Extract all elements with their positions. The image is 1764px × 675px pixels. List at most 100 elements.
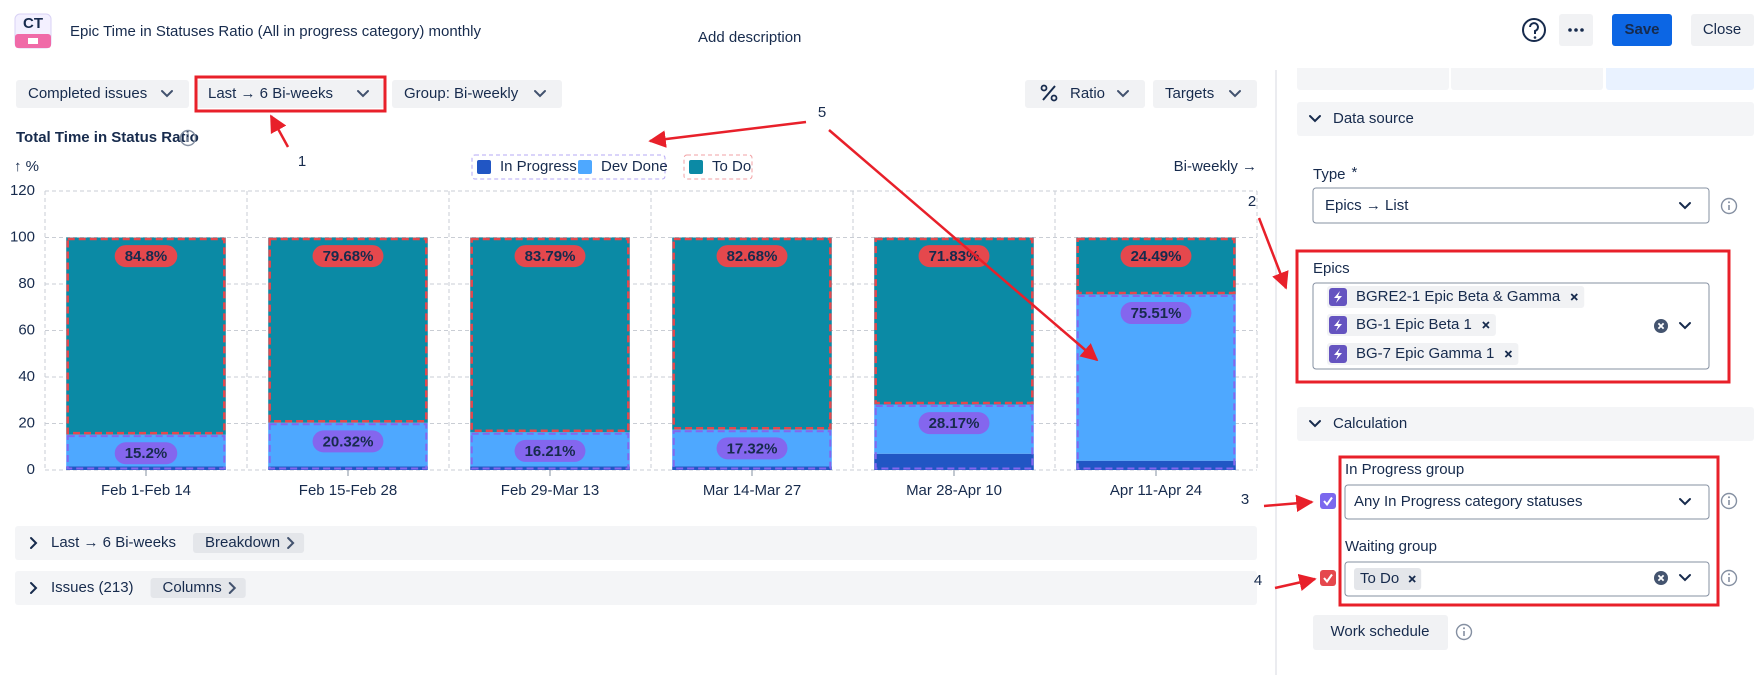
annotation-number: 3 — [1241, 491, 1249, 508]
waiting-ratio-pill — [918, 245, 990, 268]
legend-label: Dev Done — [601, 158, 668, 175]
in-progress-ratio-pill — [514, 439, 586, 462]
section-header[interactable] — [15, 526, 1257, 560]
checkbox[interactable] — [1320, 493, 1336, 509]
info-icon — [1455, 623, 1473, 641]
section-header[interactable] — [15, 571, 1257, 605]
in-progress-select[interactable] — [1344, 484, 1710, 520]
annotation-arrow — [648, 120, 807, 148]
epics-label: Epics — [1313, 260, 1350, 277]
bar-segment — [1076, 460, 1236, 470]
percent-icon — [1042, 85, 1056, 101]
legend-swatch — [578, 160, 592, 174]
in-progress-ratio-pill-label: 20.32% — [323, 433, 374, 450]
info-icon-dot — [1728, 496, 1730, 499]
in-progress-ratio-pill — [1120, 302, 1192, 325]
targets-button[interactable] — [1153, 80, 1257, 108]
in-progress-group-outline — [672, 430, 832, 470]
annotation-number: 1 — [298, 153, 306, 170]
info-icon-dot — [187, 133, 189, 136]
chevron-down — [1679, 322, 1691, 330]
work-schedule-button[interactable] — [1313, 615, 1448, 650]
remove-icon[interactable] — [1408, 575, 1416, 583]
waiting-chip — [1354, 568, 1422, 590]
info-icon-dot — [1728, 573, 1730, 576]
in-progress-ratio-pill-label: 16.21% — [525, 443, 576, 460]
section-button[interactable] — [150, 578, 246, 598]
waiting-ratio-pill-label: 84.8% — [125, 248, 168, 265]
bar-segment — [672, 466, 832, 470]
annotation-arrow — [828, 129, 1099, 362]
waiting-ratio-pill — [312, 245, 384, 268]
waiting-select[interactable] — [1344, 561, 1710, 597]
close-button[interactable] — [1691, 14, 1754, 46]
in-progress-group-outline — [268, 423, 428, 470]
waiting-ratio-pill — [1120, 245, 1192, 268]
in-progress-group-outline — [1076, 294, 1236, 470]
legend-label: To Do — [712, 158, 751, 175]
data-source-header-label: Data source — [1333, 110, 1414, 127]
section-button[interactable] — [193, 533, 305, 553]
waiting-ratio-pill-label: 79.68% — [323, 248, 374, 265]
y-axis-label: ↑ % — [14, 158, 39, 175]
chevron-right — [30, 537, 38, 549]
percent-icon-b — [1050, 94, 1058, 102]
annotation-arrow — [1274, 573, 1317, 591]
in-progress-ratio-pill-label: 28.17% — [929, 415, 980, 432]
x-axis-label: Bi-weekly → — [1174, 158, 1257, 175]
in-progress-value: Any In Progress category statuses — [1354, 493, 1582, 510]
waiting-group-outline — [1076, 237, 1236, 295]
remove-icon[interactable] — [1657, 322, 1665, 330]
chevron-down — [1309, 115, 1321, 123]
x-tick-label: Feb 29-Mar 13 — [501, 482, 599, 499]
help-glyph — [1529, 22, 1539, 34]
legend-label: In Progress — [500, 158, 577, 175]
epic-icon-bolt — [1334, 291, 1342, 303]
close-label: Close — [1703, 21, 1741, 38]
save-button[interactable] — [1612, 14, 1672, 46]
remove-icon[interactable] — [1504, 350, 1513, 358]
more-dot — [1580, 28, 1584, 32]
group-filter-label: Group: Bi-weekly — [404, 85, 519, 102]
group-filter[interactable] — [392, 80, 562, 108]
period-filter[interactable] — [196, 80, 385, 108]
panel-tab[interactable] — [1297, 62, 1449, 90]
epic-icon-bolt — [1334, 319, 1342, 331]
work-schedule-label: Work schedule — [1331, 623, 1430, 640]
percent-icon-a — [1040, 84, 1048, 92]
remove-icon[interactable] — [1482, 321, 1490, 329]
remove-icon[interactable] — [1570, 293, 1578, 301]
chevron-down — [357, 90, 369, 98]
y-tick-label: 80 — [18, 275, 35, 292]
remove-icon[interactable] — [1657, 574, 1665, 582]
annotation-arrow — [269, 114, 290, 148]
waiting-ratio-pill-label: 83.79% — [525, 248, 576, 265]
info-icon-dot — [1463, 627, 1465, 630]
y-tick-label: 40 — [18, 368, 35, 385]
annotation-box — [1338, 455, 1720, 607]
chevron-down — [1229, 90, 1241, 98]
annotation-box — [1295, 249, 1731, 384]
legend-swatch — [477, 160, 491, 174]
completed-filter-label: Completed issues — [28, 85, 147, 102]
type-select[interactable] — [1312, 187, 1710, 224]
checkbox[interactable] — [1320, 570, 1336, 586]
more-dot — [1568, 28, 1572, 32]
panel-tab[interactable] — [1451, 62, 1603, 90]
data-source-header[interactable] — [1297, 102, 1754, 136]
waiting-ratio-pill-label: 24.49% — [1131, 248, 1182, 265]
in-progress-label: In Progress group — [1345, 461, 1464, 478]
panel-tab[interactable] — [1606, 62, 1754, 90]
section-button-label: Breakdown — [205, 534, 280, 551]
section-button-label: Columns — [163, 579, 222, 596]
waiting-group-outline — [66, 237, 226, 435]
waiting-group-outline — [470, 237, 630, 433]
in-progress-ratio-pill — [716, 437, 788, 460]
waiting-label: Waiting group — [1345, 538, 1437, 555]
period-filter-label: Last → 6 Bi-weeks — [208, 85, 333, 102]
logo-text: CT — [23, 15, 43, 32]
epic-chip — [1327, 314, 1496, 336]
help-button[interactable] — [1522, 18, 1546, 42]
calculation-header[interactable] — [1297, 407, 1754, 441]
completed-filter[interactable] — [16, 80, 189, 108]
